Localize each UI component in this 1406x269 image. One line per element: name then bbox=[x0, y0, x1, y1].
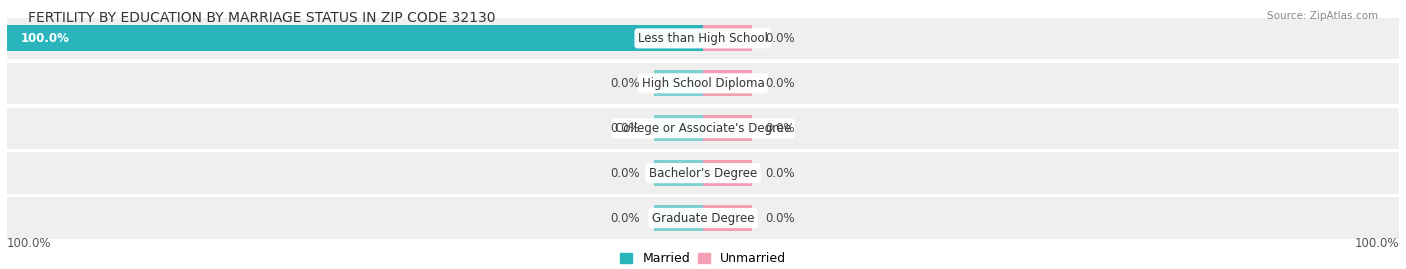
Bar bbox=[654, 160, 703, 186]
Text: Bachelor's Degree: Bachelor's Degree bbox=[650, 167, 756, 180]
Text: Less than High School: Less than High School bbox=[638, 32, 768, 45]
Text: 0.0%: 0.0% bbox=[610, 122, 640, 135]
Bar bbox=[703, 205, 752, 231]
Text: 0.0%: 0.0% bbox=[766, 32, 796, 45]
Bar bbox=[654, 70, 703, 96]
Text: High School Diploma: High School Diploma bbox=[641, 77, 765, 90]
Text: 100.0%: 100.0% bbox=[1354, 237, 1399, 250]
Bar bbox=[654, 115, 703, 141]
Bar bbox=[703, 70, 752, 96]
Text: 0.0%: 0.0% bbox=[766, 211, 796, 225]
Text: Source: ZipAtlas.com: Source: ZipAtlas.com bbox=[1267, 11, 1378, 21]
Bar bbox=[7, 63, 1399, 104]
Text: 0.0%: 0.0% bbox=[610, 167, 640, 180]
Bar bbox=[7, 153, 1399, 194]
Text: 0.0%: 0.0% bbox=[766, 167, 796, 180]
Bar bbox=[7, 197, 1399, 239]
Bar bbox=[703, 25, 752, 51]
Bar bbox=[7, 108, 1399, 149]
Text: 100.0%: 100.0% bbox=[7, 237, 52, 250]
Legend: Married, Unmarried: Married, Unmarried bbox=[620, 252, 786, 265]
Bar bbox=[703, 115, 752, 141]
Text: 0.0%: 0.0% bbox=[610, 77, 640, 90]
Text: Graduate Degree: Graduate Degree bbox=[652, 211, 754, 225]
Text: 0.0%: 0.0% bbox=[610, 211, 640, 225]
Text: 0.0%: 0.0% bbox=[766, 122, 796, 135]
Bar bbox=[7, 18, 1399, 59]
Bar bbox=[703, 160, 752, 186]
Bar bbox=[7, 25, 703, 51]
Text: FERTILITY BY EDUCATION BY MARRIAGE STATUS IN ZIP CODE 32130: FERTILITY BY EDUCATION BY MARRIAGE STATU… bbox=[28, 11, 496, 25]
Bar bbox=[654, 205, 703, 231]
Text: College or Associate's Degree: College or Associate's Degree bbox=[614, 122, 792, 135]
Text: 0.0%: 0.0% bbox=[766, 77, 796, 90]
Text: 100.0%: 100.0% bbox=[21, 32, 70, 45]
